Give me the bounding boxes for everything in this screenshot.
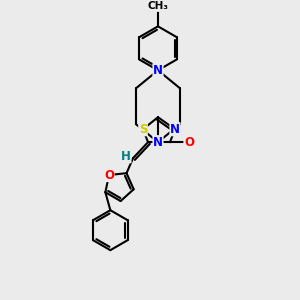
Text: O: O	[184, 136, 194, 149]
Text: O: O	[104, 169, 114, 182]
Text: N: N	[153, 136, 163, 149]
Text: N: N	[170, 123, 180, 136]
Text: H: H	[121, 150, 131, 163]
Text: CH₃: CH₃	[148, 2, 169, 11]
Text: N: N	[153, 64, 163, 77]
Text: S: S	[139, 123, 147, 136]
